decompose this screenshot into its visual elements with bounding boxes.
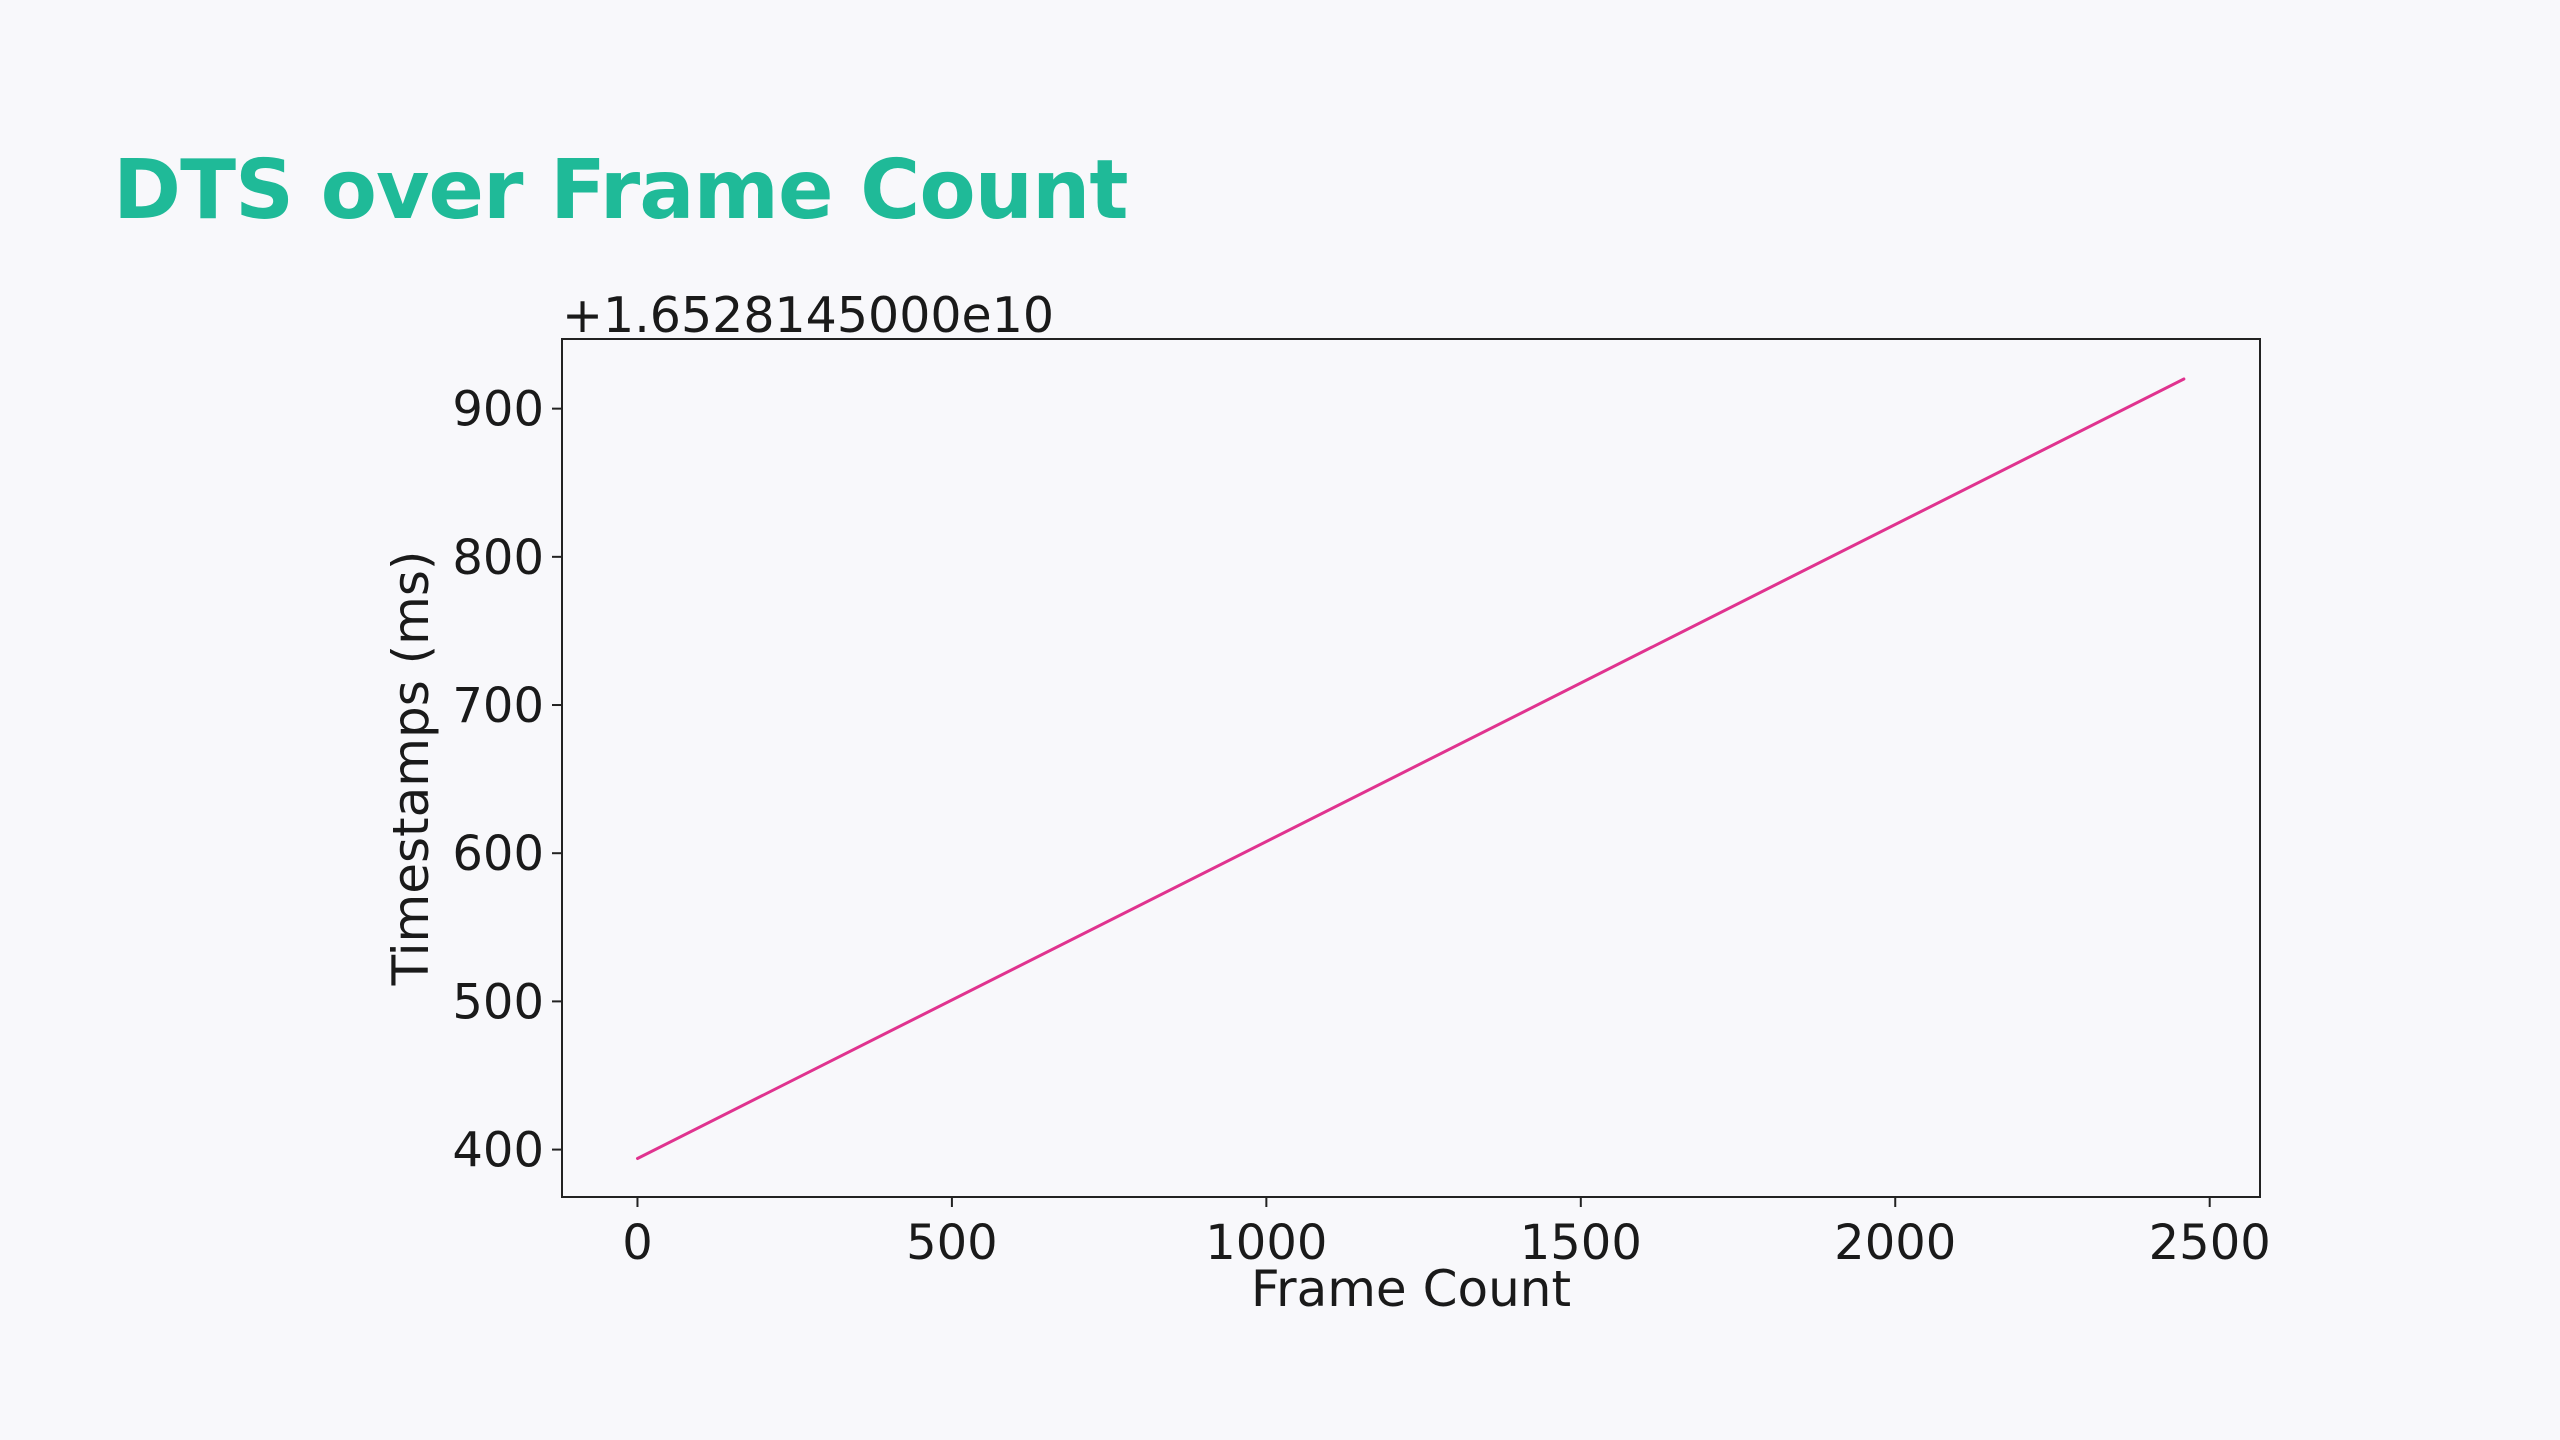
y-axis-title: Timestamps (ms) xyxy=(382,551,440,987)
y-tick-label: 400 xyxy=(452,1123,544,1179)
plot-area-frame xyxy=(561,338,2261,1198)
y-tick-label: 600 xyxy=(452,826,544,882)
x-tick-label: 0 xyxy=(622,1215,653,1271)
y-tick-label: 900 xyxy=(452,382,544,438)
x-tick-label: 1500 xyxy=(1520,1215,1642,1271)
y-axis-ticks: 400 500 600 700 800 900 xyxy=(452,382,562,1179)
x-tick-label: 2500 xyxy=(2149,1215,2271,1271)
y-tick-label: 700 xyxy=(452,678,544,734)
y-axis-offset-label: +1.6528145000e10 xyxy=(562,287,1054,344)
series-layer xyxy=(636,377,2186,1160)
x-tick-label: 2000 xyxy=(1834,1215,1956,1271)
y-tick-label: 800 xyxy=(452,530,544,586)
slide-title: DTS over Frame Count xyxy=(113,143,1129,238)
x-tick-label: 1000 xyxy=(1205,1215,1327,1271)
x-tick-label: 500 xyxy=(906,1215,998,1271)
y-tick-label: 500 xyxy=(452,974,544,1030)
x-axis-ticks: 0 500 1000 1500 2000 2500 xyxy=(622,1197,2271,1271)
x-axis-title: Frame Count xyxy=(1251,1260,1571,1318)
series-line xyxy=(636,377,2186,1160)
